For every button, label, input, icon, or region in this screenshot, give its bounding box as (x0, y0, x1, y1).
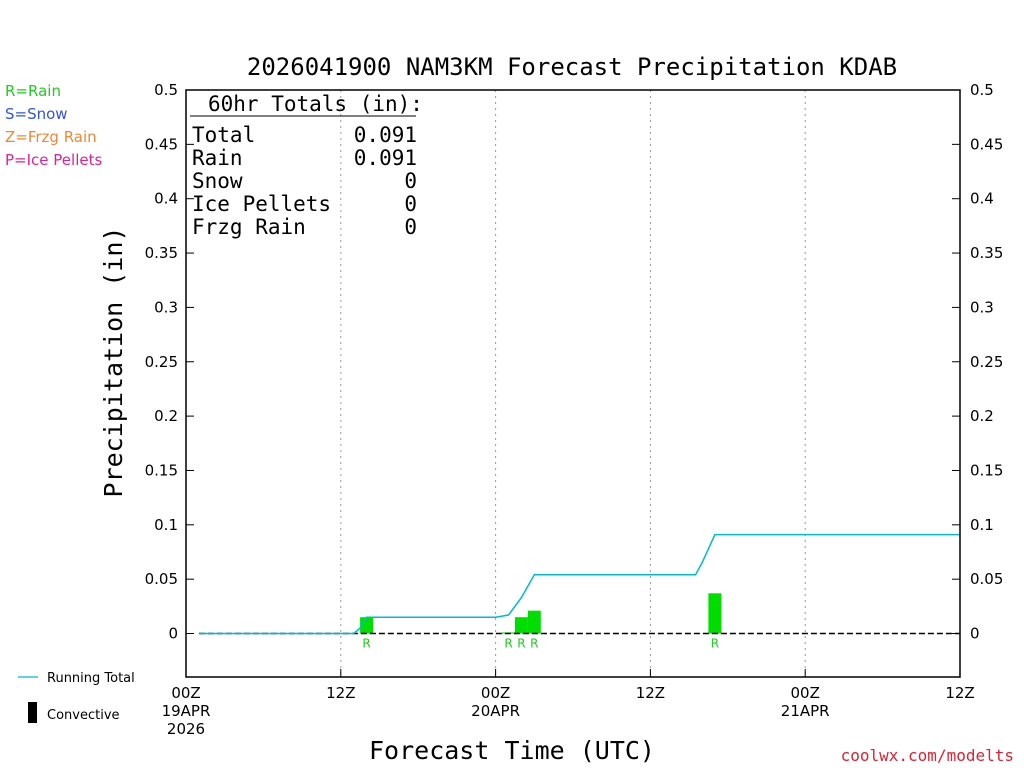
x-tick-label: 12Z (326, 684, 355, 702)
bar-type-label: R (530, 637, 538, 651)
totals-row-value: 0.091 (354, 146, 417, 170)
totals-row-value: 0 (404, 215, 417, 239)
y-tick-label-right: 0.2 (970, 407, 994, 425)
y-tick-label-right: 0 (970, 625, 980, 643)
y-tick-label-left: 0.35 (145, 244, 178, 262)
y-tick-label-left: 0.2 (154, 407, 178, 425)
grid-lines (340, 90, 806, 677)
bar-type-label: R (517, 637, 525, 651)
series-legend: Running Total Convective (18, 671, 135, 723)
y-tick-label-right: 0.25 (970, 353, 1003, 371)
x-tick-label: 2026 (167, 720, 205, 738)
y-tick-label-left: 0.45 (145, 135, 178, 153)
totals-box: 60hr Totals (in): Total 0.091 Rain 0.091 Snow… (190, 92, 423, 239)
y-tick-label-left: 0.15 (145, 461, 178, 479)
type-legend-entry: S=Snow (5, 105, 68, 123)
y-tick-label-right: 0.5 (970, 81, 994, 99)
y-tick-label-right: 0.05 (970, 570, 1003, 588)
x-axis-label: Forecast Time (UTC) (369, 736, 655, 765)
y-tick-label-right: 0.3 (970, 298, 994, 316)
credit-text: coolwx.com/modelts (841, 746, 1014, 765)
y-tick-label-left: 0.4 (154, 190, 178, 208)
y-tick-label-right: 0.45 (970, 135, 1003, 153)
x-tick-label: 21APR (781, 702, 830, 720)
type-legend-entry: R=Rain (5, 82, 61, 100)
x-tick-label: 00Z (481, 684, 510, 702)
totals-row-label: Total (192, 123, 255, 147)
bar-type-label: R (504, 637, 512, 651)
x-tick-label: 20APR (471, 702, 520, 720)
totals-row-value: 0.091 (354, 123, 417, 147)
y-tick-label-left: 0.25 (145, 353, 178, 371)
y-tick-label-right: 0.4 (970, 190, 994, 208)
totals-row-label: Ice Pellets (192, 192, 331, 216)
plot-frame (185, 89, 961, 678)
totals-row-label: Rain (192, 146, 243, 170)
totals-row-value: 0 (404, 192, 417, 216)
x-tick-label: 19APR (162, 702, 211, 720)
convective-legend-label: Convective (47, 708, 120, 723)
type-legend-entry: P=Ice Pellets (5, 151, 102, 169)
y-tick-label-left: 0.5 (154, 81, 178, 99)
totals-row-label: Frzg Rain (192, 215, 306, 239)
y-axis-label: Precipitation (in) (99, 227, 128, 498)
convective-legend-swatch (28, 702, 37, 723)
bar-type-label: R (711, 637, 719, 651)
totals-row-value: 0 (404, 169, 417, 193)
type-legend-entry: Z=Frzg Rain (5, 128, 97, 146)
x-tick-label: 12Z (636, 684, 665, 702)
precip-bar (527, 610, 541, 634)
x-tick-label: 00Z (171, 684, 200, 702)
precip-bar (708, 593, 722, 634)
y-axis-ticks: 0 00.05 0.050.1 0.10.15 0.150.2 0.20.25 0.250.… (145, 81, 1004, 643)
y-tick-label-right: 0.35 (970, 244, 1003, 262)
totals-heading: 60hr Totals (in): (208, 92, 423, 116)
precip-bar (514, 617, 528, 634)
y-tick-label-left: 0.3 (154, 298, 178, 316)
y-tick-label-right: 0.15 (970, 461, 1003, 479)
bar-type-label: R (362, 637, 370, 651)
y-tick-label-left: 0.05 (145, 570, 178, 588)
totals-row-label: Snow (192, 169, 243, 193)
precip-type-legend: R=Rain S=Snow Z=Frzg Rain P=Ice Pellets (5, 82, 102, 169)
x-tick-label: 00Z (791, 684, 820, 702)
running-total-line (198, 533, 960, 635)
y-tick-label-left: 0 (168, 625, 178, 643)
x-tick-label: 12Z (945, 684, 974, 702)
y-tick-label-right: 0.1 (970, 516, 994, 534)
chart-title: 2026041900 NAM3KM Forecast Precipitation… (247, 53, 897, 81)
y-tick-label-left: 0.1 (154, 516, 178, 534)
running-total-legend-label: Running Total (47, 671, 135, 686)
